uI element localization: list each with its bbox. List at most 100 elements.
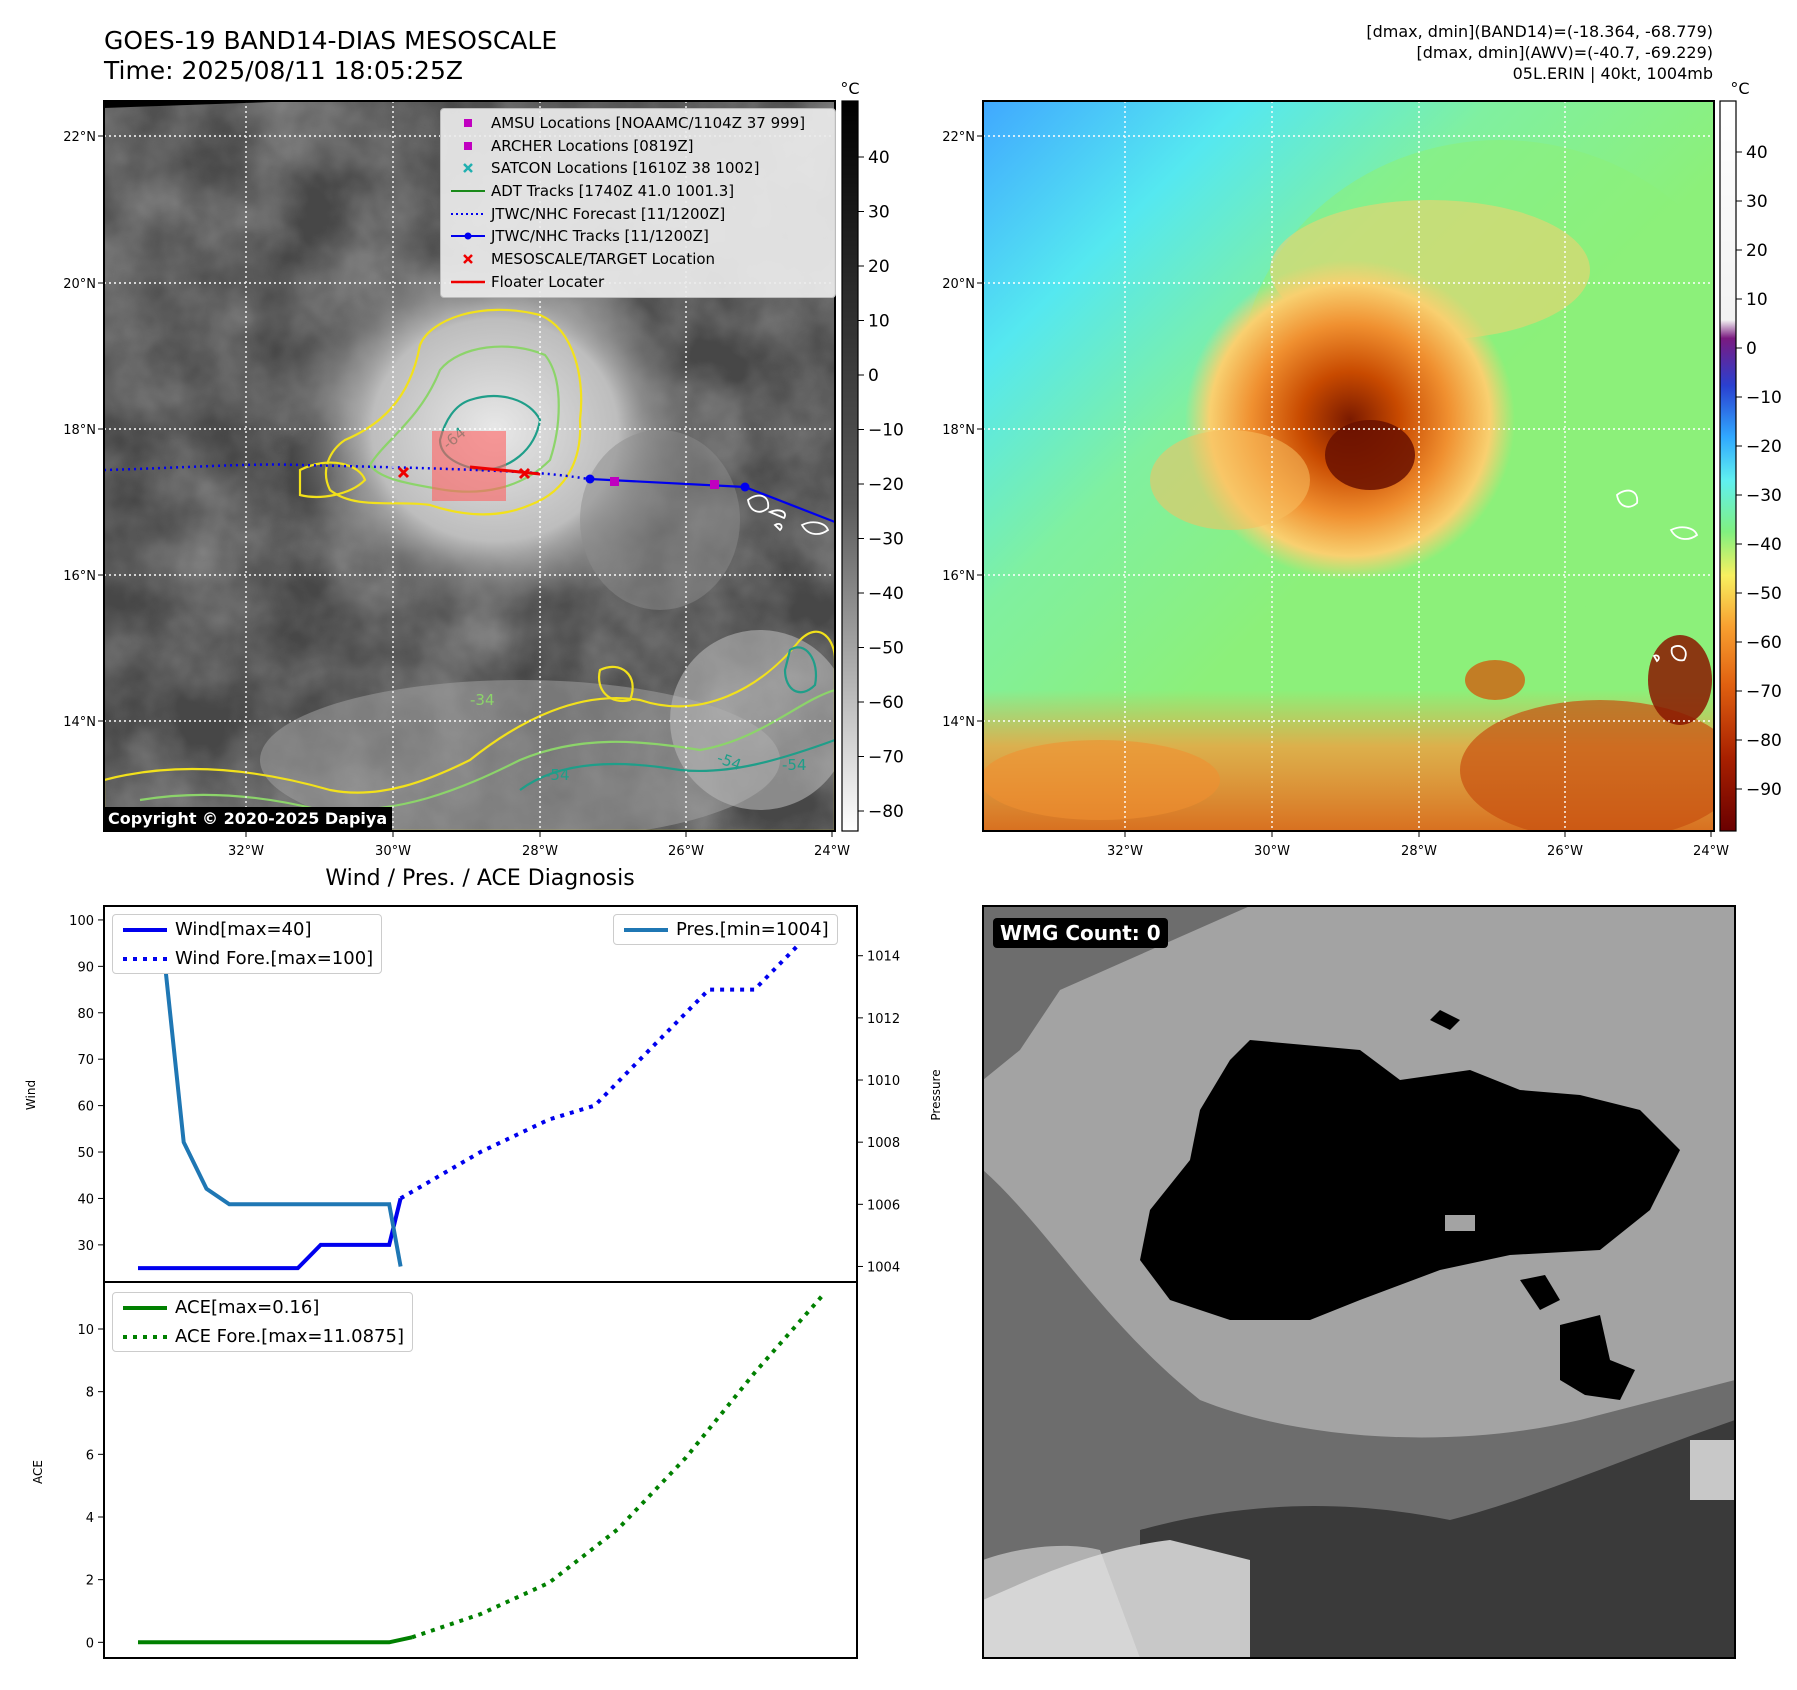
colorbar-right-tick-label: 30: [1746, 192, 1768, 212]
ir-contours: [104, 308, 835, 831]
colorbar-left-tick-label: −10: [868, 421, 904, 441]
wmg-panel: [983, 906, 1735, 1658]
svg-text:20°N: 20°N: [63, 277, 96, 292]
colorbar-right: °C 40 30 20 10 0 −10 −20 −30 −40 −50 −60 −70 −80 −90: [1719, 79, 1782, 832]
figure-title: GOES-19 BAND14-DIAS MESOSCALE: [104, 26, 558, 55]
svg-text:24°W: 24°W: [1693, 844, 1729, 859]
svg-text:14°N: 14°N: [63, 715, 96, 730]
map2-lon-ticks: 32°W 30°W 28°W 26°W 24°W: [1107, 831, 1729, 859]
pressure-ytick-label: 1012: [867, 1012, 900, 1027]
svg-text:16°N: 16°N: [63, 569, 96, 584]
floater-locater-line: [469, 465, 541, 476]
colorbar-left-tick-label: −80: [868, 802, 904, 822]
map1-lon-ticks: 32°W 30°W 28°W 26°W 24°W: [228, 831, 850, 859]
copyright-badge: Copyright © 2020-2025 Dapiya: [103, 807, 393, 830]
map2-islands: [1616, 489, 1699, 663]
svg-text:30°W: 30°W: [1254, 844, 1290, 859]
svg-text:°C: °C: [1730, 79, 1749, 98]
jtwc-forecast-track: [104, 463, 591, 481]
map2-grid: [983, 101, 1714, 831]
legend-jtwc-forecast: JTWC/NHC Forecast [11/1200Z]: [451, 204, 726, 223]
ace-ytick-label: 8: [86, 1386, 94, 1401]
colorbar-right-tick-label: −80: [1746, 731, 1782, 751]
wind-ytick-label: 80: [77, 1007, 94, 1022]
pressure-ylabel: Pressure: [929, 1069, 943, 1120]
band14-range: [dmax, dmin](BAND14)=(-18.364, -68.779): [1366, 22, 1713, 41]
colorbar-right-tick-label: −60: [1746, 633, 1782, 653]
legend-target: MESOSCALE/TARGET Location: [443, 248, 829, 271]
colorbar-left-tick-label: −40: [868, 584, 904, 604]
svg-text:14°N: 14°N: [942, 715, 975, 730]
legend-wind: Wind[max=40]: [123, 919, 312, 940]
map1-lat-ticks: 22°N 20°N 18°N 16°N 14°N: [63, 130, 104, 730]
floater-box: [432, 431, 506, 501]
awv-color-map: [983, 101, 1714, 831]
map2-lat-ticks: 22°N 20°N 18°N 16°N 14°N: [942, 130, 983, 730]
pressure-ytick-label: 1014: [867, 950, 900, 965]
wind-ytick-label: 60: [77, 1100, 94, 1115]
colorbar-left-tick-label: 30: [868, 203, 890, 223]
svg-text:22°N: 22°N: [942, 130, 975, 145]
wind-ylabel: Wind: [24, 1080, 38, 1110]
colorbar-right-tick-label: 40: [1746, 143, 1768, 163]
wind-series-line-0: [138, 1197, 403, 1271]
wind-ytick-label: 30: [77, 1239, 94, 1254]
colorbar-left-tick-label: 40: [868, 148, 890, 168]
svg-text:30°W: 30°W: [375, 844, 411, 859]
colorbar-left-tick-label: −50: [868, 639, 904, 659]
colorbar-right-tick-label: −30: [1746, 486, 1782, 506]
svg-text:18°N: 18°N: [63, 423, 96, 438]
colorbar-right-tick-label: −50: [1746, 584, 1782, 604]
colorbar-right-tick-label: −90: [1746, 780, 1782, 800]
legend-jtwc-tracks: JTWC/NHC Tracks [11/1200Z]: [443, 225, 829, 248]
wind-ytick-label: 50: [77, 1146, 94, 1161]
wind-ytick-label: 90: [77, 960, 94, 975]
pressure-ytick-label: 1008: [867, 1136, 900, 1151]
wmg-count-badge: WMG Count: 0: [993, 918, 1168, 948]
map-legend: AMSU Locations [NOAAMC/1104Z 37 999] ARC…: [440, 108, 836, 298]
colorbar-left-tick-label: 20: [868, 257, 890, 277]
svg-text:20°N: 20°N: [942, 277, 975, 292]
jtwc-track-points: [585, 474, 750, 492]
ace-legend: ACE[max=0.16] ACE Fore.[max=11.0875]: [112, 1292, 413, 1352]
legend-floater: Floater Locater: [451, 272, 605, 291]
svg-text:-34: -34: [470, 691, 495, 709]
legend-ace: ACE[max=0.16]: [123, 1297, 320, 1318]
colorbar-left-tick-label: −60: [868, 693, 904, 713]
pressure-ytick-label: 1004: [867, 1260, 900, 1275]
ace-ytick-label: 4: [86, 1511, 94, 1526]
colorbar-left-tick-label: −70: [868, 748, 904, 768]
colorbar-right-tick-label: −20: [1746, 437, 1782, 457]
svg-text:16°N: 16°N: [942, 569, 975, 584]
target-markers: [397, 466, 531, 480]
svg-text:26°W: 26°W: [668, 844, 704, 859]
colorbar-right-tick-label: 0: [1746, 339, 1757, 359]
ace-ytick-label: 6: [86, 1448, 94, 1463]
svg-text:28°W: 28°W: [522, 844, 558, 859]
cape-verde-islands: [747, 494, 830, 535]
legend-archer: ARCHER Locations [0819Z]: [443, 135, 829, 158]
colorbar-left: °C 40 30 20 10 0 −10 −20 −30 −40 −50 −60 −70 −80: [840, 79, 904, 832]
colorbar-left-tick-label: −20: [868, 475, 904, 495]
svg-text:32°W: 32°W: [228, 844, 264, 859]
pressure-ytick-label: 1010: [867, 1074, 900, 1089]
colorbar-left-tick-label: −30: [868, 530, 904, 550]
svg-text:°C: °C: [840, 79, 859, 98]
colorbar-right-tick-label: −10: [1746, 388, 1782, 408]
wind-series-line-2: [138, 922, 403, 1267]
diagnosis-title: Wind / Pres. / ACE Diagnosis: [325, 866, 634, 891]
svg-text:26°W: 26°W: [1547, 844, 1583, 859]
legend-ace-forecast: ACE Fore.[max=11.0875]: [123, 1326, 404, 1347]
awv-range: [dmax, dmin](AWV)=(-40.7, -69.229): [1416, 43, 1713, 62]
figure-time: Time: 2025/08/11 18:05:25Z: [104, 56, 463, 85]
wind-legend: Wind[max=40] Wind Fore.[max=100]: [112, 914, 383, 974]
svg-text:-54: -54: [782, 756, 807, 774]
ace-ytick-label: 2: [86, 1574, 94, 1589]
storm-info: 05L.ERIN | 40kt, 1004mb: [1512, 64, 1713, 83]
svg-text:32°W: 32°W: [1107, 844, 1143, 859]
ace-series-line-0: [138, 1635, 413, 1645]
svg-text:28°W: 28°W: [1401, 844, 1437, 859]
wind-ytick-label: 70: [77, 1053, 94, 1068]
legend-pressure: Pres.[min=1004]: [624, 919, 829, 940]
